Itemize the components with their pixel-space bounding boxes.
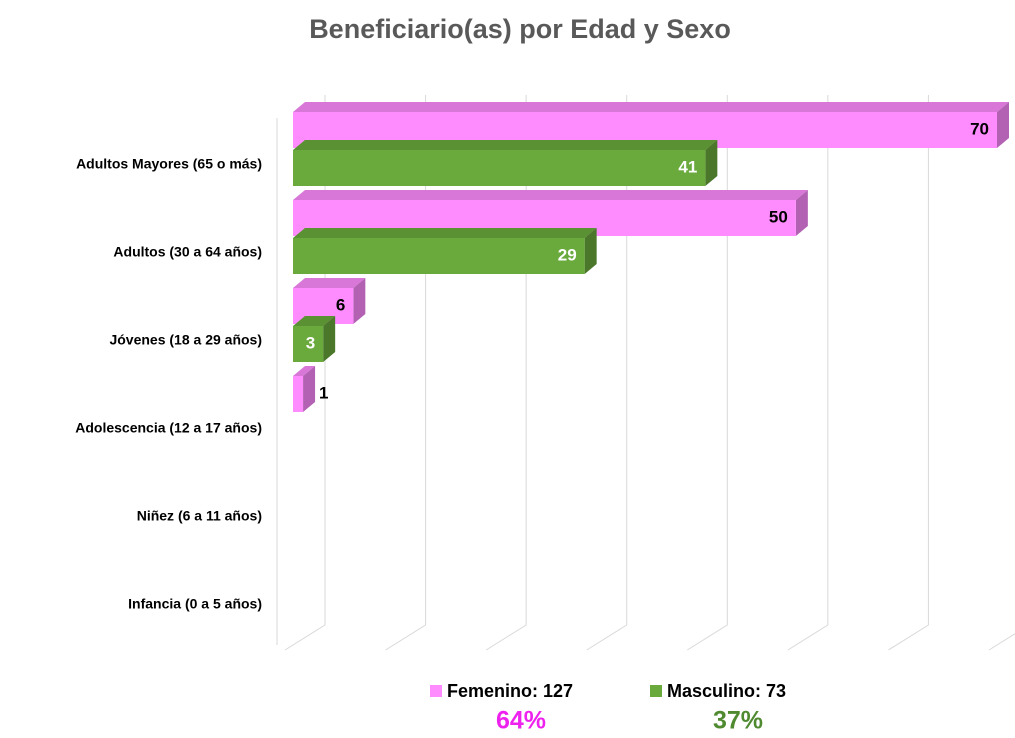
bars: 70 50 6 1 41 29 3 [293, 102, 1009, 412]
bar-top [293, 190, 808, 200]
bar-top [293, 140, 718, 150]
data-label: 3 [306, 333, 315, 352]
data-label: 6 [336, 295, 345, 314]
legend-swatch [650, 685, 662, 697]
y-tick-label: Adultos (30 a 64 años) [113, 244, 262, 260]
bar-side [584, 228, 597, 274]
grid-line [687, 95, 728, 651]
bar-top [293, 228, 597, 238]
bar [293, 150, 706, 186]
data-label: 50 [769, 207, 788, 226]
data-label: 1 [319, 383, 328, 402]
share-label: 37% [713, 707, 763, 735]
bar-top [293, 278, 366, 288]
y-tick-label: Adultos Mayores (65 o más) [76, 156, 262, 172]
bar [293, 238, 585, 274]
grid-line [787, 95, 829, 651]
data-label: 41 [678, 157, 697, 176]
data-label: 70 [970, 119, 989, 138]
bar-side [323, 316, 336, 362]
bar-top [293, 316, 336, 326]
legend-label: Masculino: 73 [667, 681, 786, 701]
bar-top [293, 102, 1009, 112]
chart-title: Beneficiario(as) por Edad y Sexo [309, 14, 731, 44]
bar-side [795, 190, 808, 236]
bar-side [705, 140, 718, 186]
bar-side [997, 102, 1009, 148]
share-label: 64% [496, 707, 546, 735]
legend-label: Femenino: 127 [447, 681, 573, 701]
y-tick-label: Niñez (6 a 11 años) [137, 508, 262, 524]
grid-line [586, 95, 628, 651]
grid-line [988, 633, 1015, 651]
y-tick-label: Infancia (0 a 5 años) [128, 596, 262, 612]
grid-line [888, 95, 929, 651]
bar [293, 326, 324, 362]
data-label: 29 [558, 245, 577, 264]
legend-swatch [430, 685, 442, 697]
bar-side [353, 278, 366, 324]
bar-side [303, 366, 316, 412]
y-tick-label: Jóvenes (18 a 29 años) [109, 332, 262, 348]
y-tick-label: Adolescencia (12 a 17 años) [75, 420, 262, 436]
bar-top [293, 366, 316, 376]
bar [293, 376, 304, 412]
